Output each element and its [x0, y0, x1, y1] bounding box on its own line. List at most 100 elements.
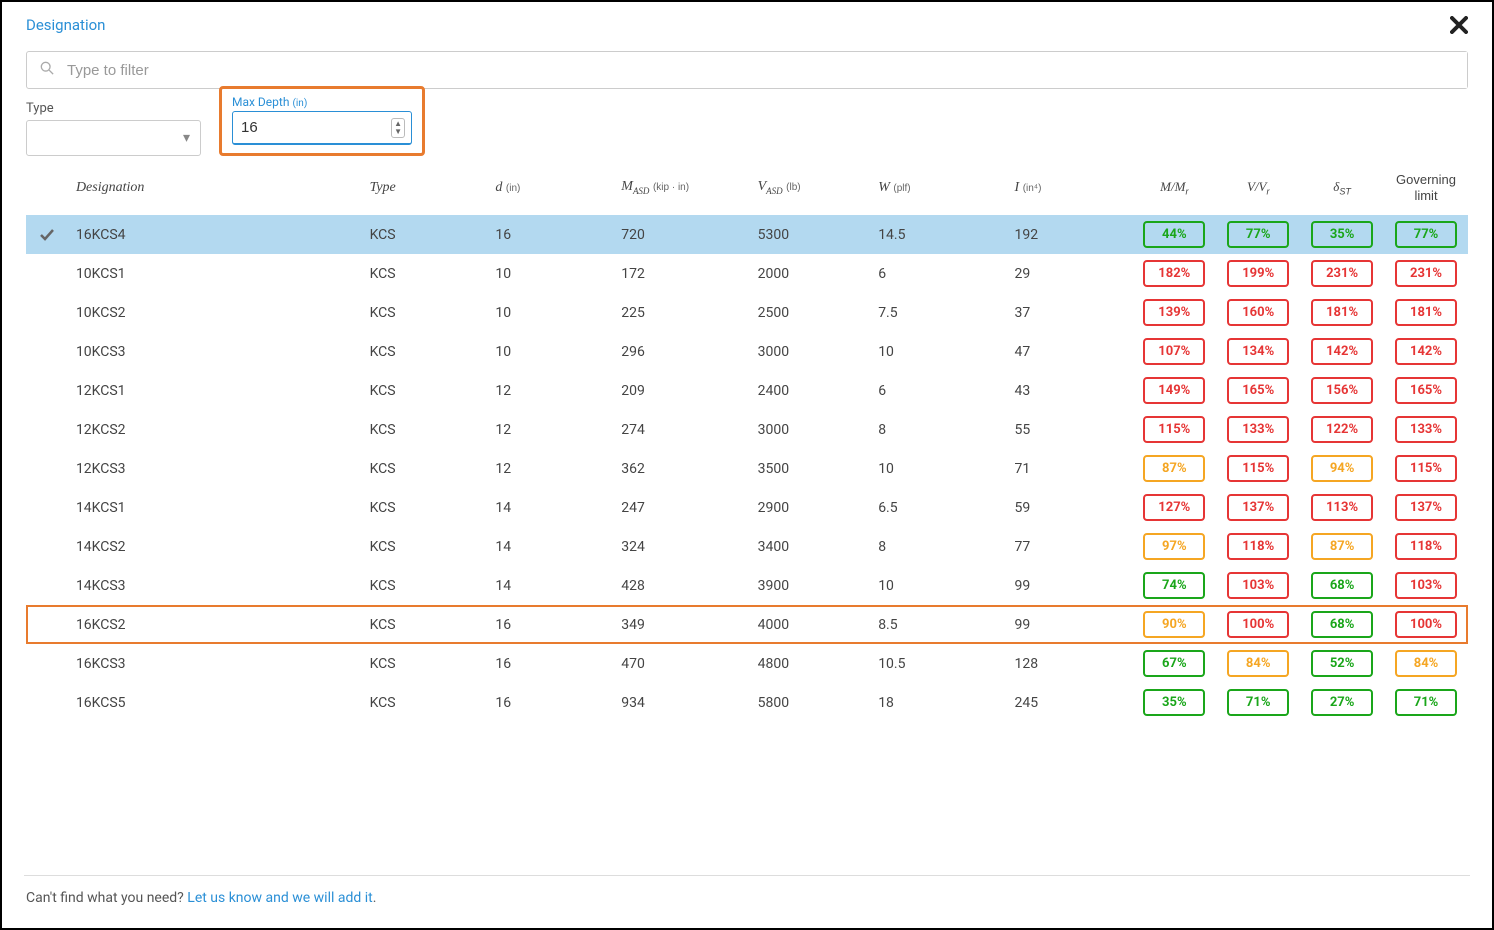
cell-w: 10: [870, 449, 1006, 488]
table-row[interactable]: 14KCS2KCS14324340087797%118%87%118%: [26, 527, 1468, 566]
pct-badge: 137%: [1227, 494, 1289, 521]
cell-i: 99: [1007, 566, 1133, 605]
cell-w: 10: [870, 332, 1006, 371]
cell-i: 192: [1007, 215, 1133, 254]
table-row[interactable]: 10KCS2KCS1022525007.537139%160%181%181%: [26, 293, 1468, 332]
check-cell: [26, 254, 68, 293]
chevron-down-icon[interactable]: ▼: [394, 128, 402, 136]
cell-m: 274: [613, 410, 749, 449]
col-i[interactable]: I (in⁴): [1007, 162, 1133, 215]
cell-i: 29: [1007, 254, 1133, 293]
cell-v: 3400: [750, 527, 871, 566]
col-type[interactable]: Type: [362, 162, 488, 215]
cell-gov: 231%: [1384, 254, 1468, 293]
col-mmr[interactable]: M/Mr: [1132, 162, 1216, 215]
search-input[interactable]: [67, 52, 1467, 88]
cell-vvr: 134%: [1216, 332, 1300, 371]
cell-vvr: 77%: [1216, 215, 1300, 254]
col-m[interactable]: MASD (kip · in): [613, 162, 749, 215]
cell-dst: 68%: [1300, 566, 1384, 605]
cell-gov: 142%: [1384, 332, 1468, 371]
col-designation[interactable]: Designation: [68, 162, 362, 215]
col-v[interactable]: VASD (lb): [750, 162, 871, 215]
table-row[interactable]: 12KCS3KCS123623500107187%115%94%115%: [26, 449, 1468, 488]
pct-badge: 115%: [1143, 416, 1205, 443]
cell-w: 8: [870, 410, 1006, 449]
table-row[interactable]: 16KCS3KCS16470480010.512867%84%52%84%: [26, 644, 1468, 683]
pct-badge: 68%: [1311, 572, 1373, 599]
pct-badge: 199%: [1227, 260, 1289, 287]
table-row[interactable]: 12KCS1KCS122092400643149%165%156%165%: [26, 371, 1468, 410]
pct-badge: 107%: [1143, 338, 1205, 365]
footer-link[interactable]: Let us know and we will add it: [187, 890, 372, 906]
col-delta[interactable]: δST: [1300, 162, 1384, 215]
cell-gov: 165%: [1384, 371, 1468, 410]
results-table: Designation Type d (in) MASD (kip · in) …: [26, 162, 1468, 722]
pct-badge: 44%: [1143, 221, 1205, 248]
cell-dst: 52%: [1300, 644, 1384, 683]
pct-badge: 137%: [1395, 494, 1457, 521]
table-row[interactable]: 16KCS4KCS16720530014.519244%77%35%77%: [26, 215, 1468, 254]
cell-type: KCS: [362, 527, 488, 566]
check-cell: [26, 644, 68, 683]
table-row[interactable]: 14KCS1KCS1424729006.559127%137%113%137%: [26, 488, 1468, 527]
table-header: Designation Type d (in) MASD (kip · in) …: [26, 162, 1468, 215]
cell-i: 59: [1007, 488, 1133, 527]
cell-type: KCS: [362, 683, 488, 722]
max-depth-label: Max Depth (in): [232, 95, 412, 109]
cell-gov: 115%: [1384, 449, 1468, 488]
type-label: Type: [26, 101, 201, 116]
cell-designation: 16KCS5: [68, 683, 362, 722]
cell-gov: 100%: [1384, 605, 1468, 644]
stepper-icon[interactable]: ▲ ▼: [391, 118, 405, 138]
pct-badge: 133%: [1227, 416, 1289, 443]
cell-m: 296: [613, 332, 749, 371]
cell-mmr: 127%: [1132, 488, 1216, 527]
col-d[interactable]: d (in): [487, 162, 613, 215]
table-row[interactable]: 10KCS3KCS1029630001047107%134%142%142%: [26, 332, 1468, 371]
table-row[interactable]: 12KCS2KCS122743000855115%133%122%133%: [26, 410, 1468, 449]
pct-badge: 122%: [1311, 416, 1373, 443]
pct-badge: 68%: [1311, 611, 1373, 638]
table-row[interactable]: 16KCS5KCS1693458001824535%71%27%71%: [26, 683, 1468, 722]
pct-badge: 156%: [1311, 377, 1373, 404]
cell-type: KCS: [362, 371, 488, 410]
close-icon[interactable]: [1450, 16, 1468, 39]
cell-dst: 181%: [1300, 293, 1384, 332]
pct-badge: 160%: [1227, 299, 1289, 326]
col-vvr[interactable]: V/Vr: [1216, 162, 1300, 215]
pct-badge: 165%: [1395, 377, 1457, 404]
cell-type: KCS: [362, 410, 488, 449]
footer-text: Can't find what you need?: [26, 890, 187, 906]
chevron-down-icon: ▾: [183, 130, 190, 146]
cell-m: 225: [613, 293, 749, 332]
table-row[interactable]: 16KCS2KCS1634940008.59990%100%68%100%: [26, 605, 1468, 644]
cell-w: 10: [870, 566, 1006, 605]
cell-v: 3000: [750, 410, 871, 449]
pct-badge: 100%: [1395, 611, 1457, 638]
pct-badge: 103%: [1395, 572, 1457, 599]
table-row[interactable]: 14KCS3KCS144283900109974%103%68%103%: [26, 566, 1468, 605]
cell-type: KCS: [362, 566, 488, 605]
cell-d: 12: [487, 449, 613, 488]
max-depth-input-box[interactable]: ▲ ▼: [232, 111, 412, 145]
cell-w: 6: [870, 371, 1006, 410]
pct-badge: 74%: [1143, 572, 1205, 599]
cell-designation: 12KCS3: [68, 449, 362, 488]
type-select[interactable]: ▾: [26, 120, 201, 156]
cell-mmr: 67%: [1132, 644, 1216, 683]
table-row[interactable]: 10KCS1KCS101722000629182%199%231%231%: [26, 254, 1468, 293]
search-box[interactable]: [26, 51, 1468, 89]
pct-badge: 182%: [1143, 260, 1205, 287]
col-gov[interactable]: Governing limit: [1384, 162, 1468, 215]
cell-m: 428: [613, 566, 749, 605]
cell-m: 172: [613, 254, 749, 293]
max-depth-input[interactable]: [241, 119, 391, 136]
pct-badge: 84%: [1227, 650, 1289, 677]
cell-mmr: 139%: [1132, 293, 1216, 332]
col-w[interactable]: W (plf): [870, 162, 1006, 215]
cell-i: 245: [1007, 683, 1133, 722]
pct-badge: 113%: [1311, 494, 1373, 521]
pct-badge: 52%: [1311, 650, 1373, 677]
footer: Can't find what you need? Let us know an…: [24, 875, 1470, 924]
